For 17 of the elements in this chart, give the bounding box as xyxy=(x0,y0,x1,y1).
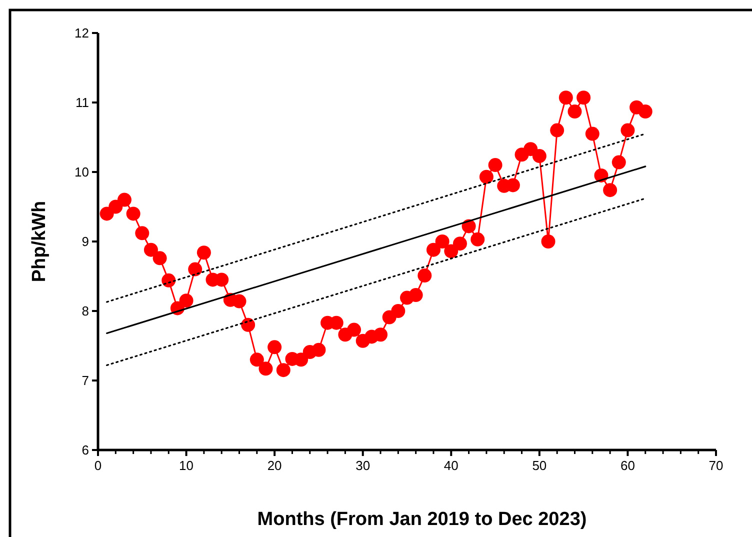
y-tick-label: 8 xyxy=(82,304,89,319)
y-tick-label: 9 xyxy=(82,234,89,250)
x-tick-label: 20 xyxy=(267,458,282,473)
x-tick-label: 60 xyxy=(620,458,635,473)
y-tick-label: 6 xyxy=(82,442,89,458)
y-axis-title: Php/kWh xyxy=(29,200,50,282)
y-tick-label: 7 xyxy=(82,373,89,388)
x-tick-label: 0 xyxy=(94,458,102,473)
x-tick-label: 10 xyxy=(179,458,194,473)
x-tick-label: 50 xyxy=(532,458,547,473)
y-tick-label: 11 xyxy=(76,95,89,110)
x-axis-title: Months (From Jan 2019 to Dec 2023) xyxy=(257,509,587,530)
y-tick-label: 10 xyxy=(74,164,89,180)
x-tick-label: 40 xyxy=(444,458,458,473)
x-tick-label: 70 xyxy=(708,458,724,473)
x-tick-label: 30 xyxy=(356,458,370,473)
y-tick-label: 12 xyxy=(74,26,89,41)
